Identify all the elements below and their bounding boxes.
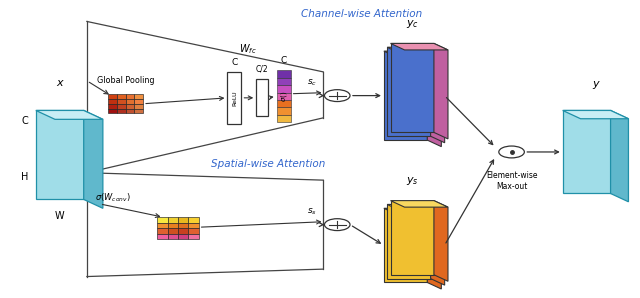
Bar [178, 217, 188, 223]
Polygon shape [84, 111, 103, 208]
Bar [178, 223, 188, 228]
Bar [227, 72, 241, 124]
Bar [125, 94, 134, 99]
Bar [108, 104, 116, 108]
Polygon shape [434, 201, 448, 281]
Bar [116, 99, 125, 104]
Polygon shape [428, 208, 442, 289]
Polygon shape [384, 208, 428, 283]
Bar [188, 217, 198, 223]
Polygon shape [387, 47, 431, 136]
Bar [276, 78, 291, 85]
Text: W: W [55, 211, 65, 221]
Bar [116, 104, 125, 108]
Bar [276, 100, 291, 108]
Polygon shape [384, 208, 442, 215]
Polygon shape [390, 201, 448, 207]
Bar [276, 115, 291, 122]
Text: $y_s$: $y_s$ [406, 175, 419, 187]
Text: C: C [231, 58, 237, 66]
Bar [134, 94, 143, 99]
Bar [108, 99, 116, 104]
Polygon shape [36, 111, 84, 199]
Text: $s_c$: $s_c$ [307, 77, 317, 88]
Polygon shape [428, 51, 442, 147]
Bar [108, 108, 116, 114]
Polygon shape [611, 111, 628, 202]
Bar [157, 234, 168, 240]
Text: x: x [56, 78, 63, 88]
Text: $y_c$: $y_c$ [406, 18, 419, 30]
Text: C: C [21, 116, 28, 126]
Text: ReLU: ReLU [232, 90, 237, 106]
Bar [157, 228, 168, 234]
Polygon shape [387, 204, 431, 279]
Bar [168, 223, 178, 228]
Text: Channel-wise Attention: Channel-wise Attention [301, 9, 422, 19]
Bar [188, 228, 198, 234]
Bar [134, 99, 143, 104]
Text: $\sigma(W_{conv})$: $\sigma(W_{conv})$ [95, 192, 131, 204]
Polygon shape [387, 204, 445, 211]
Bar [188, 234, 198, 240]
Text: Element-wise
Max-out: Element-wise Max-out [486, 171, 538, 191]
Bar [256, 79, 268, 117]
Bar [168, 234, 178, 240]
Bar [116, 94, 125, 99]
Bar [276, 70, 291, 78]
Bar [125, 108, 134, 114]
Polygon shape [384, 51, 428, 140]
Text: Global Pooling: Global Pooling [97, 76, 154, 85]
Text: $\sigma()$: $\sigma()$ [278, 91, 289, 102]
Bar [125, 104, 134, 108]
Bar [108, 94, 116, 99]
Polygon shape [384, 51, 442, 58]
Polygon shape [390, 44, 434, 132]
Text: $s_s$: $s_s$ [307, 206, 317, 217]
Text: y: y [592, 79, 599, 89]
Polygon shape [563, 111, 611, 193]
Bar [157, 217, 168, 223]
Polygon shape [36, 111, 103, 119]
Text: Spatial-wise Attention: Spatial-wise Attention [211, 159, 326, 169]
Bar [116, 108, 125, 114]
Bar [168, 228, 178, 234]
Polygon shape [390, 44, 448, 50]
Text: H: H [20, 172, 28, 182]
Bar [178, 228, 188, 234]
Bar [178, 234, 188, 240]
Bar [188, 223, 198, 228]
Polygon shape [431, 47, 445, 143]
Bar [134, 108, 143, 114]
Bar [276, 108, 291, 115]
Polygon shape [434, 44, 448, 139]
Text: $W_{fc}$: $W_{fc}$ [239, 42, 257, 55]
Bar [125, 99, 134, 104]
Polygon shape [431, 204, 445, 285]
Bar [168, 217, 178, 223]
Text: C/2: C/2 [255, 65, 268, 74]
Text: C: C [280, 56, 287, 65]
Bar [276, 85, 291, 93]
Bar [134, 104, 143, 108]
Polygon shape [563, 111, 628, 119]
Bar [276, 93, 291, 100]
Bar [157, 223, 168, 228]
Polygon shape [390, 201, 434, 275]
Polygon shape [387, 47, 445, 54]
